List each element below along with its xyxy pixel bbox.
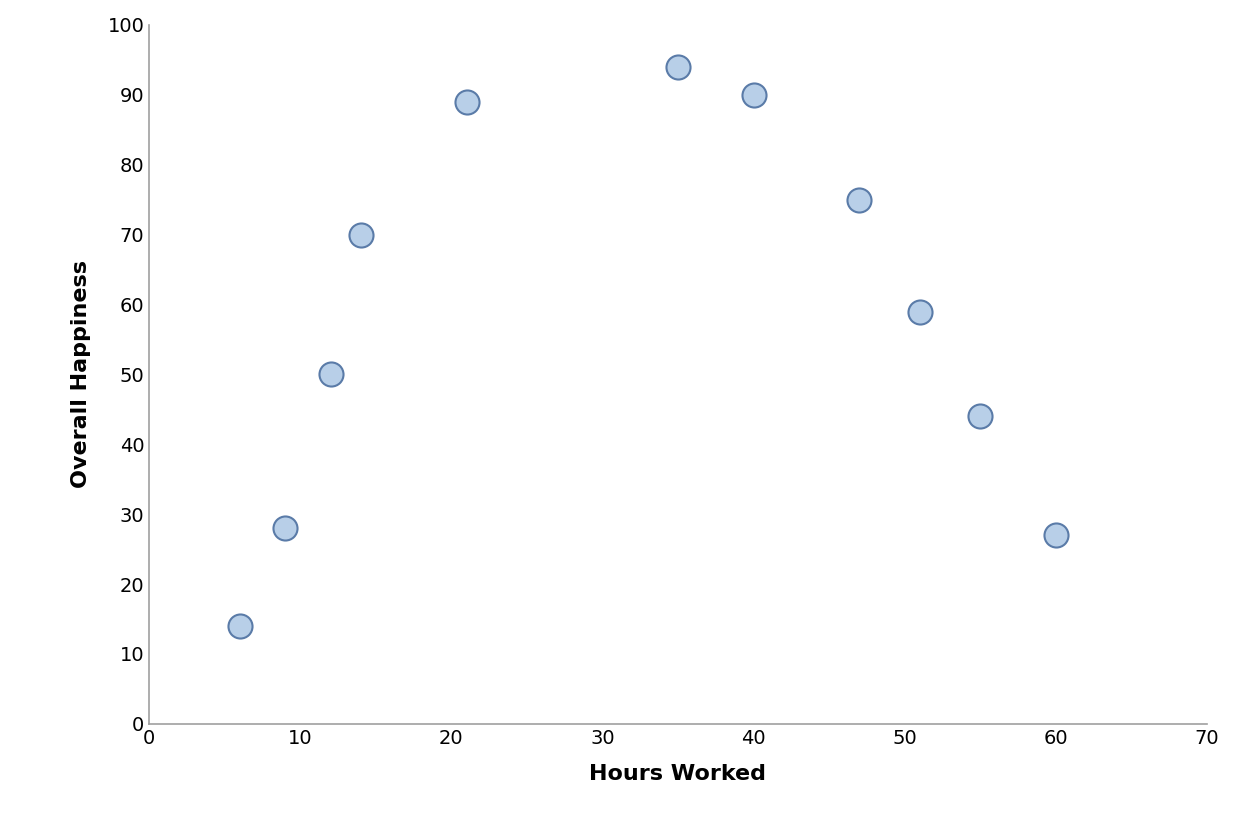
Point <box>909 305 929 318</box>
Y-axis label: Overall Happiness: Overall Happiness <box>71 260 91 488</box>
Point <box>668 60 688 73</box>
Point <box>321 368 341 381</box>
X-axis label: Hours Worked: Hours Worked <box>590 765 766 785</box>
Point <box>275 522 295 535</box>
Point <box>230 619 250 632</box>
Point <box>457 95 476 108</box>
Point <box>970 409 990 423</box>
Point <box>351 228 371 241</box>
Point <box>850 193 870 206</box>
Point <box>744 88 764 102</box>
Point <box>1046 528 1066 542</box>
